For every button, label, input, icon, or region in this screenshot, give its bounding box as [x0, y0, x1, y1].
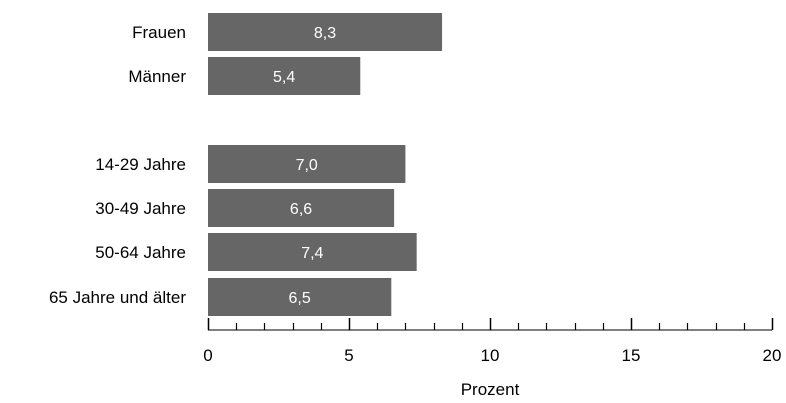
bar-65-jahre-und-älter	[208, 278, 392, 316]
data-label: 5,4	[273, 69, 295, 86]
data-label: 8,3	[314, 25, 336, 42]
category-label: 14-29 Jahre	[95, 155, 186, 174]
x-tick-label: 10	[481, 346, 500, 365]
category-label: 50-64 Jahre	[95, 243, 186, 262]
x-axis-title: Prozent	[461, 380, 520, 399]
bar-männer	[208, 57, 361, 95]
data-label: 6,6	[290, 201, 312, 218]
x-tick-label: 5	[344, 346, 353, 365]
category-label: 30-49 Jahre	[95, 199, 186, 218]
x-tick-label: 20	[763, 346, 782, 365]
data-label: 6,5	[289, 290, 311, 307]
x-tick-label: 0	[203, 346, 212, 365]
category-label: Männer	[128, 67, 186, 86]
x-tick-label: 15	[622, 346, 641, 365]
x-axis: 0 5 10 15 20	[203, 318, 781, 365]
bar-frauen	[208, 13, 443, 51]
bar-14-29-jahre	[208, 145, 406, 183]
bars-layer: Frauen 8,3 Männer 5,4 14-29 Jahre 7,0 30-49 Ja…	[49, 13, 443, 316]
data-label: 7,0	[296, 157, 318, 174]
category-label: 65 Jahre und älter	[49, 288, 186, 307]
bar-30-49-jahre	[208, 189, 395, 227]
bar-50-64-jahre	[208, 233, 417, 271]
category-label: Frauen	[132, 23, 186, 42]
data-label: 7,4	[301, 245, 323, 262]
